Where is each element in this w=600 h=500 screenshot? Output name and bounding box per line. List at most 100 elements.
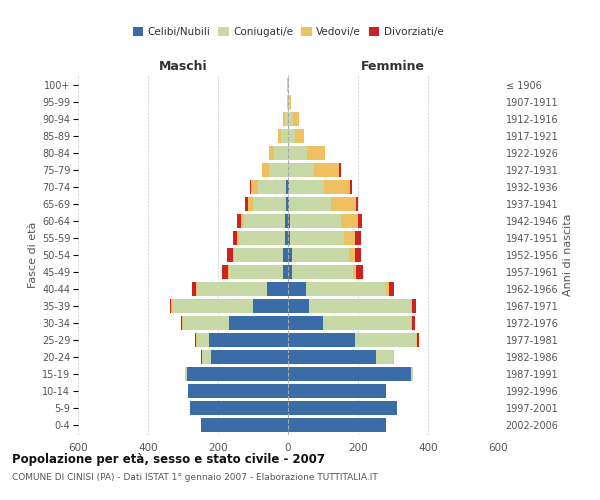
Bar <box>233 231 237 245</box>
Bar <box>262 163 269 177</box>
Bar <box>292 248 349 262</box>
Bar <box>389 282 394 296</box>
Bar <box>290 214 341 228</box>
Bar <box>239 231 284 245</box>
Bar <box>196 333 197 347</box>
Bar <box>314 163 339 177</box>
Bar <box>244 214 284 228</box>
Bar <box>288 146 307 160</box>
Bar <box>355 333 416 347</box>
Bar <box>288 282 305 296</box>
Bar <box>410 299 412 313</box>
Bar <box>309 299 410 313</box>
Bar <box>416 333 417 347</box>
Bar <box>200 418 288 432</box>
Bar <box>410 367 413 381</box>
Bar <box>228 265 229 279</box>
Bar <box>288 197 289 211</box>
Bar <box>284 231 288 245</box>
Bar <box>288 265 292 279</box>
Bar <box>269 146 274 160</box>
Bar <box>288 316 323 330</box>
Bar <box>355 248 361 262</box>
Bar <box>285 112 288 126</box>
Bar <box>253 197 286 211</box>
Bar <box>258 180 286 194</box>
Text: Maschi: Maschi <box>158 60 208 74</box>
Bar <box>288 384 386 398</box>
Bar <box>182 316 183 330</box>
Bar <box>253 299 288 313</box>
Bar <box>288 231 290 245</box>
Bar <box>288 367 410 381</box>
Bar <box>227 248 233 262</box>
Bar <box>288 333 355 347</box>
Bar <box>288 401 397 415</box>
Bar <box>305 282 386 296</box>
Bar <box>412 299 416 313</box>
Bar <box>295 129 304 143</box>
Bar <box>358 214 362 228</box>
Bar <box>287 78 288 92</box>
Bar <box>288 350 376 364</box>
Bar <box>233 248 234 262</box>
Bar <box>324 180 350 194</box>
Bar <box>412 316 415 330</box>
Bar <box>283 248 288 262</box>
Bar <box>185 367 187 381</box>
Bar <box>183 316 229 330</box>
Bar <box>355 231 361 245</box>
Bar <box>286 180 288 194</box>
Text: Popolazione per età, sesso e stato civile - 2007: Popolazione per età, sesso e stato civil… <box>12 452 325 466</box>
Bar <box>181 316 182 330</box>
Bar <box>353 265 356 279</box>
Bar <box>350 180 352 194</box>
Bar <box>344 231 355 245</box>
Text: COMUNE DI CINISI (PA) - Dati ISTAT 1° gennaio 2007 - Elaborazione TUTTITALIA.IT: COMUNE DI CINISI (PA) - Dati ISTAT 1° ge… <box>12 472 378 482</box>
Bar <box>281 129 288 143</box>
Bar <box>190 401 288 415</box>
Bar <box>288 418 386 432</box>
Bar <box>289 180 324 194</box>
Bar <box>339 163 341 177</box>
Bar <box>187 367 288 381</box>
Bar <box>211 350 288 364</box>
Bar <box>410 316 412 330</box>
Bar <box>393 350 394 364</box>
Bar <box>248 197 253 211</box>
Bar <box>288 180 289 194</box>
Y-axis label: Anni di nascita: Anni di nascita <box>563 214 572 296</box>
Bar <box>269 163 288 177</box>
Bar <box>356 197 358 211</box>
Bar <box>209 333 288 347</box>
Bar <box>356 265 363 279</box>
Bar <box>293 112 299 126</box>
Bar <box>201 350 202 364</box>
Bar <box>288 163 314 177</box>
Bar <box>288 248 292 262</box>
Bar <box>250 180 251 194</box>
Bar <box>288 95 290 109</box>
Bar <box>376 350 393 364</box>
Bar <box>283 265 288 279</box>
Bar <box>197 282 267 296</box>
Bar <box>386 282 389 296</box>
Bar <box>277 129 281 143</box>
Bar <box>290 95 291 109</box>
Bar <box>349 248 355 262</box>
Bar <box>267 282 288 296</box>
Y-axis label: Fasce di età: Fasce di età <box>28 222 38 288</box>
Bar <box>288 214 290 228</box>
Bar <box>188 384 288 398</box>
Bar <box>286 197 288 211</box>
Bar <box>251 180 258 194</box>
Bar <box>196 282 197 296</box>
Bar <box>202 350 211 364</box>
Bar <box>195 333 196 347</box>
Bar <box>283 112 285 126</box>
Bar <box>307 146 325 160</box>
Legend: Celibi/Nubili, Coniugati/e, Vedovi/e, Divorziati/e: Celibi/Nubili, Coniugati/e, Vedovi/e, Di… <box>128 22 448 41</box>
Text: Femmine: Femmine <box>361 60 425 74</box>
Bar <box>287 95 288 109</box>
Bar <box>237 231 239 245</box>
